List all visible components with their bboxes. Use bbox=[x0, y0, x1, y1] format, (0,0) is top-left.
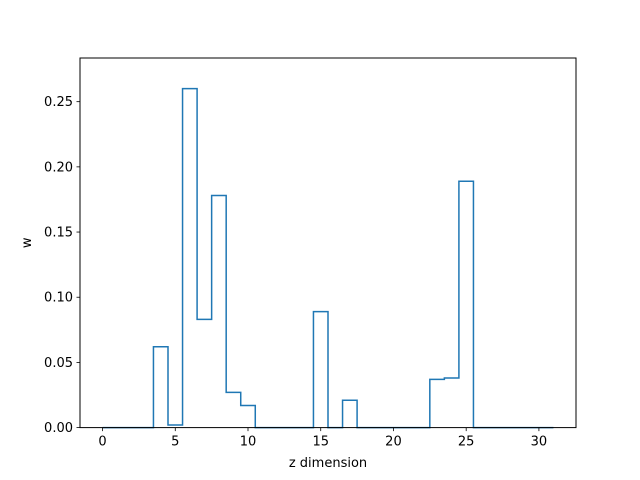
x-tick-label: 30 bbox=[531, 435, 548, 450]
x-tick-label: 0 bbox=[98, 435, 106, 450]
x-axis: 0 5 10 15 20 25 30 bbox=[98, 427, 548, 450]
y-tick-label: 0.15 bbox=[44, 226, 73, 241]
y-tick-label: 0.00 bbox=[44, 421, 73, 436]
x-tick-label: 20 bbox=[385, 435, 402, 450]
y-tick-label: 0.25 bbox=[44, 95, 73, 110]
plot-frame bbox=[79, 57, 577, 429]
y-tick-label: 0.20 bbox=[44, 160, 73, 175]
y-axis: 0.00 0.05 0.10 0.15 0.20 0.25 bbox=[44, 95, 80, 436]
x-tick-label: 15 bbox=[312, 435, 329, 450]
y-tick-label: 0.05 bbox=[44, 356, 73, 371]
x-tick-label: 5 bbox=[171, 435, 179, 450]
y-axis-label: w bbox=[20, 237, 35, 248]
x-axis-label: z dimension bbox=[289, 456, 367, 471]
x-tick-label: 10 bbox=[240, 435, 257, 450]
x-tick-label: 25 bbox=[458, 435, 475, 450]
series-step-line bbox=[102, 87, 554, 429]
y-tick-label: 0.10 bbox=[44, 291, 73, 306]
